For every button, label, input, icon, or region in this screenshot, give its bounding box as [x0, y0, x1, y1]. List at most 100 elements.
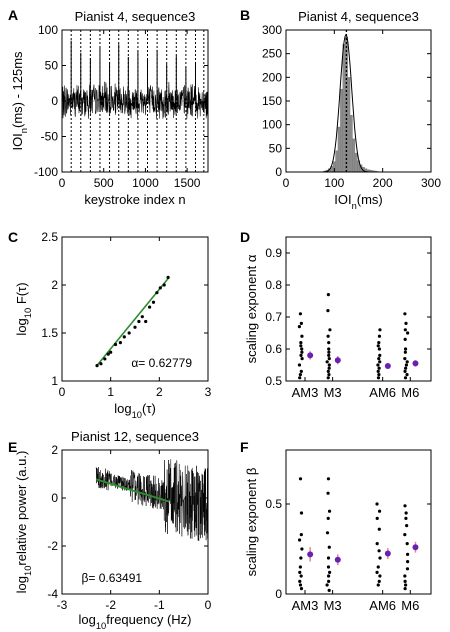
x-axis-label: log10frequency (Hz): [78, 612, 191, 631]
subject-point: [404, 516, 408, 521]
x-tick-label: 1000: [132, 176, 159, 190]
y-tick-label: 100: [38, 23, 58, 37]
subject-point: [405, 567, 410, 571]
x-tick-label: 100: [324, 176, 344, 190]
subject-point: [377, 347, 381, 351]
subject-point: [326, 574, 331, 578]
data-point: [103, 357, 107, 361]
group-label: M3: [324, 598, 342, 613]
panel-b: B Pianist 4, sequence3 0 100 200 300 0 50 100 150…: [240, 7, 441, 211]
subject-point: [403, 579, 407, 584]
panel-label: F: [240, 439, 249, 455]
panel-label: B: [240, 7, 250, 23]
subject-point: [403, 337, 407, 341]
subject-point: [297, 325, 301, 329]
plot-frame: [285, 29, 432, 173]
subject-point: [297, 363, 302, 367]
subject-point: [403, 587, 407, 591]
data-point: [133, 325, 137, 329]
subject-point: [403, 347, 408, 351]
subject-point: [300, 334, 304, 338]
data-point: [95, 364, 99, 368]
subject-point: [377, 579, 381, 584]
y-axis-label: IOIn(ms) - 125ms: [10, 51, 29, 151]
subject-point: [298, 373, 302, 377]
x-tick-label: 500: [94, 176, 114, 190]
subject-point: [298, 312, 303, 316]
subject-point: [376, 583, 380, 587]
x-tick-label: 0: [283, 176, 290, 190]
histogram-bar: [340, 88, 343, 173]
subject-point: [377, 341, 381, 345]
subject-point: [326, 516, 330, 521]
y-tick-label: 2: [51, 443, 58, 457]
y-tick-label: 0: [51, 94, 58, 108]
subject-point: [405, 542, 409, 546]
subject-point: [300, 347, 304, 351]
x-tick-label: 200: [373, 176, 393, 190]
x-tick-label: 0: [205, 598, 212, 612]
y-tick-label: 0: [51, 491, 58, 505]
y-tick-label: -2: [47, 539, 58, 553]
subject-point: [327, 363, 331, 367]
subject-point: [299, 511, 304, 515]
subject-point: [377, 549, 381, 553]
data-point: [151, 300, 156, 304]
data-point: [166, 275, 170, 279]
subject-point: [375, 516, 379, 521]
subject-point: [405, 524, 409, 528]
panel-label: D: [240, 229, 250, 245]
y-tick-label: 250: [262, 47, 282, 61]
histogram-bar: [352, 138, 356, 173]
y-tick-label: 0.9: [265, 246, 282, 260]
y-tick-label: -50: [41, 130, 59, 144]
y-tick-label: 200: [262, 70, 282, 84]
panel-label: E: [8, 439, 17, 455]
y-tick-label: 2: [51, 278, 58, 292]
subject-point: [326, 376, 330, 380]
y-axis-label: scaling exponent β: [244, 468, 259, 577]
alpha-annotation: α= 0.62779: [131, 356, 192, 370]
subject-point: [298, 583, 303, 587]
histogram-bar: [354, 152, 358, 173]
subject-point: [403, 357, 407, 361]
subject-point: [376, 376, 381, 380]
subject-point: [299, 353, 303, 357]
subject-point: [404, 366, 408, 370]
subject-point: [378, 353, 382, 357]
data-point: [106, 352, 110, 356]
histogram-bar: [335, 150, 339, 173]
data-point: [140, 315, 144, 319]
plot-frame: [285, 236, 432, 382]
y-tick-label: 1.5: [41, 326, 58, 340]
subject-point: [376, 369, 380, 373]
subject-point: [299, 369, 303, 373]
subject-point: [327, 509, 332, 513]
subject-point: [375, 542, 379, 546]
subject-point: [327, 341, 331, 345]
x-tick-label: -1: [154, 598, 165, 612]
data-point: [109, 350, 113, 354]
group-mean: [384, 550, 391, 557]
chart-title: Pianist 12, sequence3: [71, 429, 199, 444]
subject-point: [327, 366, 331, 370]
histogram-bar: [342, 44, 346, 173]
y-tick-label: 300: [262, 23, 282, 37]
group-label: M6: [401, 598, 419, 613]
x-tick-label: -3: [57, 598, 68, 612]
subject-point: [376, 363, 380, 367]
subject-point: [404, 321, 408, 325]
subject-point: [403, 328, 407, 332]
data-point: [144, 319, 148, 324]
y-tick-label: -4: [47, 587, 58, 601]
group-mean: [307, 352, 314, 359]
subject-point: [405, 373, 409, 377]
group-mean: [412, 544, 419, 551]
x-axis-label: log10(τ): [114, 401, 156, 420]
x-tick-label: 1500: [174, 176, 201, 190]
data-point: [155, 291, 159, 295]
y-tick-label: 50: [269, 141, 283, 155]
group-mean: [384, 362, 391, 369]
